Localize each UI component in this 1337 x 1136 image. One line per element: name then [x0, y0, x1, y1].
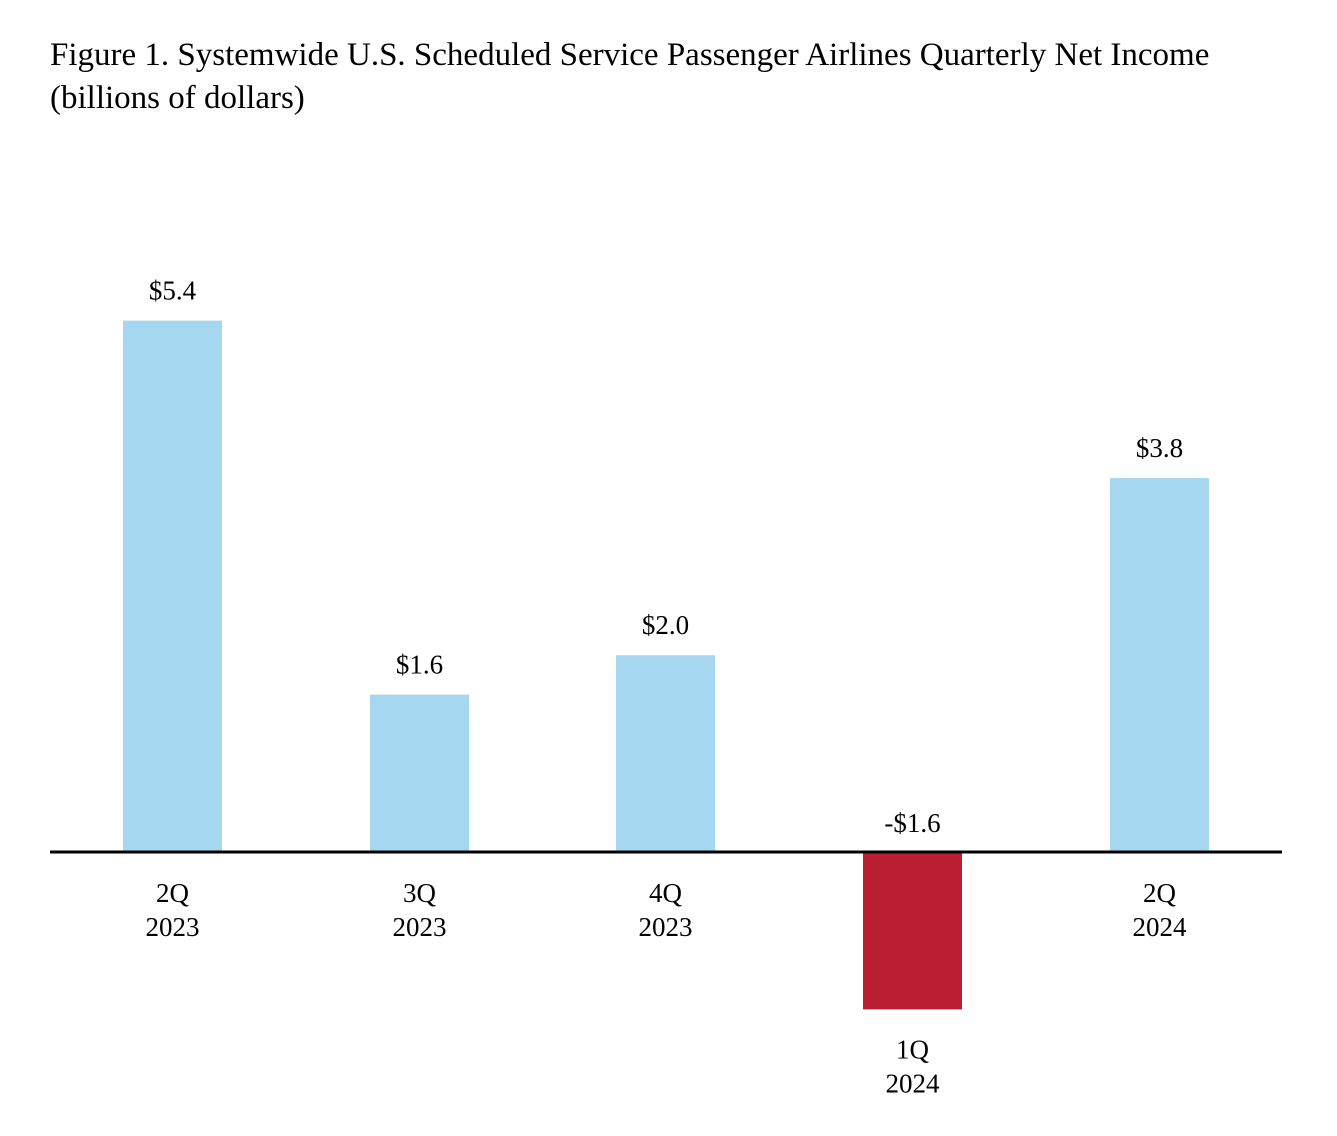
category-label-4q-2023: 4Q 2023 [639, 878, 693, 942]
value-label-1q-2024: -$1.6 [884, 808, 940, 838]
category-label-line-2: 2023 [146, 912, 200, 942]
chart-title-line-2: (billions of dollars) [50, 80, 305, 116]
value-label-2q-2023: $5.4 [149, 276, 197, 306]
bar-2q-2024 [1110, 478, 1209, 852]
category-label-line-2: 2024 [1133, 912, 1188, 942]
value-label-4q-2023: $2.0 [642, 610, 689, 640]
chart-title: Figure 1. Systemwide U.S. Scheduled Serv… [50, 34, 1300, 120]
category-label-line-2: 2024 [886, 1068, 941, 1098]
value-label-3q-2023: $1.6 [396, 650, 443, 680]
bar-3q-2023 [370, 694, 469, 852]
chart-title-line-1: Figure 1. Systemwide U.S. Scheduled Serv… [50, 37, 1210, 73]
category-label-3q-2023: 3Q 2023 [393, 878, 447, 942]
category-label-line-2: 2023 [639, 912, 693, 942]
category-label-line-1: 4Q [649, 878, 683, 908]
category-label-1q-2024: 1Q 2024 [886, 1034, 941, 1098]
value-label-2q-2024: $3.8 [1136, 433, 1183, 463]
value-labels-group: $5.4 $1.6 $2.0 -$1.6 $3.8 [149, 276, 1183, 838]
category-labels-group: 2Q 2023 3Q 2023 4Q 2023 1Q 2024 2Q 2024 [146, 878, 1188, 1098]
bar-1q-2024 [863, 852, 962, 1010]
category-label-2q-2024: 2Q 2024 [1133, 878, 1188, 942]
category-label-line-2: 2023 [393, 912, 447, 942]
category-label-line-1: 2Q [156, 878, 190, 908]
bar-2q-2023 [123, 320, 222, 853]
category-label-line-1: 1Q [896, 1034, 930, 1064]
category-label-line-1: 3Q [403, 878, 437, 908]
category-label-2q-2023: 2Q 2023 [146, 878, 200, 942]
bars-group [123, 320, 1209, 1010]
bar-4q-2023 [616, 655, 715, 852]
category-label-line-1: 2Q [1143, 878, 1177, 908]
